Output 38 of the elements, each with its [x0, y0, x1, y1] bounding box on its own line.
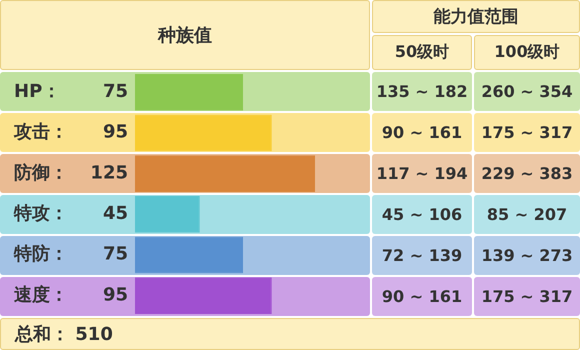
text: ： — [42, 81, 60, 102]
bar — [135, 196, 200, 233]
text: ： — [50, 162, 68, 184]
text: ： — [50, 284, 68, 306]
text: 175 ~ 317 — [474, 113, 580, 152]
data-label: 75 — [102, 244, 128, 265]
text: 139 ~ 273 — [474, 236, 580, 275]
data-label: 75 — [102, 81, 128, 102]
data-label: 125 — [90, 162, 128, 184]
y-tick-label: HP — [14, 81, 42, 102]
text: 175 ~ 317 — [474, 277, 580, 316]
text: 种族值 — [0, 0, 370, 70]
y-tick-label: 特防 — [13, 244, 50, 265]
text: 260 ~ 354 — [474, 72, 580, 111]
text: 能力值范围 — [372, 0, 580, 33]
y-tick-label: 防御 — [14, 162, 50, 184]
text: 100级时 — [474, 35, 580, 70]
data-label: 45 — [102, 203, 128, 224]
text: 90 ~ 161 — [372, 277, 472, 316]
text: 总和： 510 — [0, 318, 580, 350]
y-tick-label: 特攻 — [13, 203, 50, 224]
text: ： — [50, 244, 68, 265]
text: ： — [50, 122, 68, 143]
text: 45 ~ 106 — [372, 195, 472, 234]
y-tick-label: 攻击 — [13, 122, 50, 143]
bar — [135, 74, 243, 111]
text: 135 ~ 182 — [372, 72, 472, 111]
data-label: 95 — [102, 122, 128, 143]
text: 229 ~ 383 — [474, 154, 580, 193]
text: 90 ~ 161 — [372, 113, 472, 152]
data-label: 95 — [102, 284, 128, 306]
text: 50级时 — [372, 35, 472, 70]
text: 117 ~ 194 — [372, 154, 472, 193]
text: 72 ~ 139 — [372, 236, 472, 275]
y-tick-label: 速度 — [14, 284, 50, 306]
text: ： — [50, 203, 68, 224]
bar — [135, 236, 243, 274]
text: 85 ~ 207 — [474, 195, 580, 234]
